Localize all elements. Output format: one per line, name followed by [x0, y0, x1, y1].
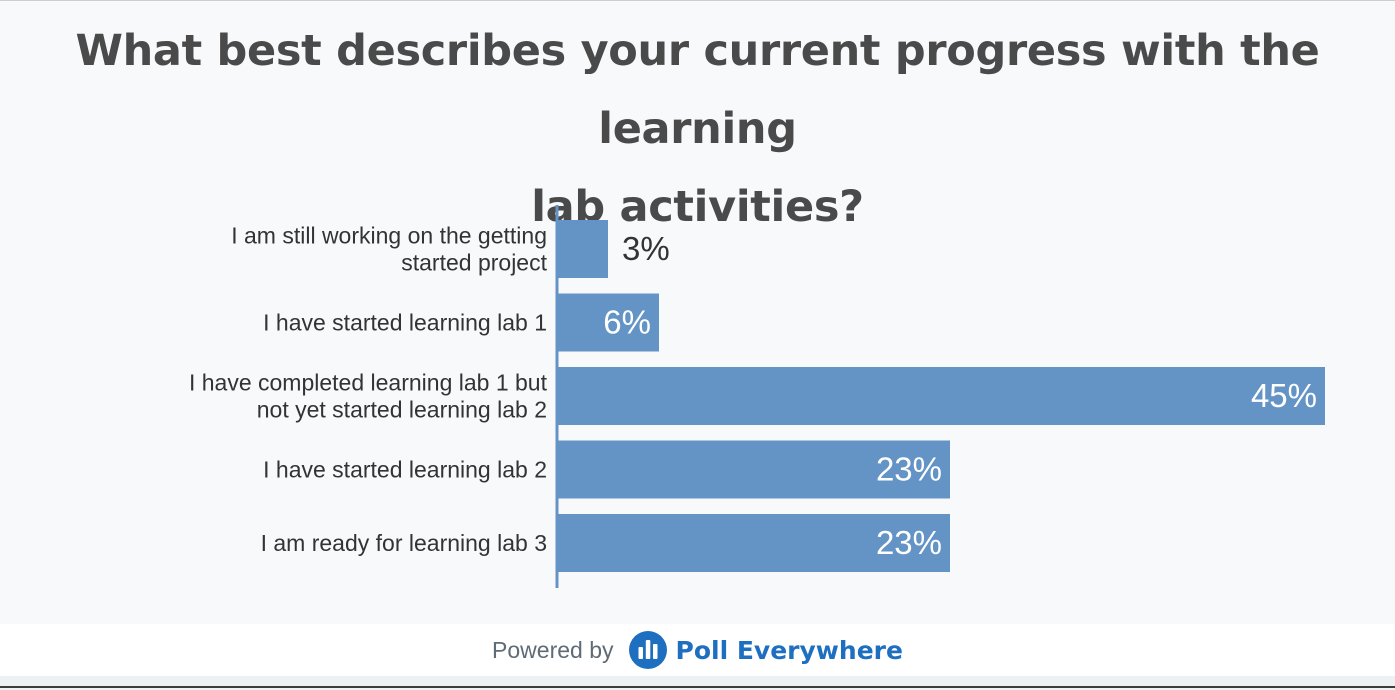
category-label-1: I am still working on the getting started… [231, 223, 547, 276]
bar-value-label-1: 3% [622, 230, 670, 267]
bar-2 [557, 293, 659, 352]
powered-by-text: Powered by [492, 636, 614, 663]
footer: Powered by Poll Everywhere [0, 624, 1395, 676]
bar-value-label-3: 45% [1251, 377, 1317, 414]
category-label-2: I have started learning lab 1 [263, 310, 547, 336]
chart-title: What best describes your current progres… [0, 12, 1395, 246]
category-label-5: I am ready for learning lab 3 [261, 530, 547, 556]
bar-chart: 3% I am still working on the getting start… [189, 205, 1325, 588]
bar-3 [557, 367, 1325, 425]
poll-everywhere-logo-icon[interactable] [628, 630, 668, 670]
top-border [0, 0, 1395, 1]
bar-1 [557, 220, 608, 278]
category-label-3: I have completed learning lab 1 but not y… [189, 370, 548, 423]
poll-everywhere-brand[interactable]: Poll Everywhere [675, 635, 903, 665]
bar-4 [557, 440, 950, 499]
bottom-edge [0, 676, 1395, 690]
category-label-4: I have started learning lab 2 [263, 457, 547, 483]
bar-5 [557, 514, 950, 572]
bar-value-label-4: 23% [876, 451, 942, 488]
bar-value-label-2: 6% [603, 304, 651, 341]
chart-title-line-1: What best describes your current progres… [75, 26, 1320, 154]
bar-value-label-5: 23% [876, 524, 942, 561]
